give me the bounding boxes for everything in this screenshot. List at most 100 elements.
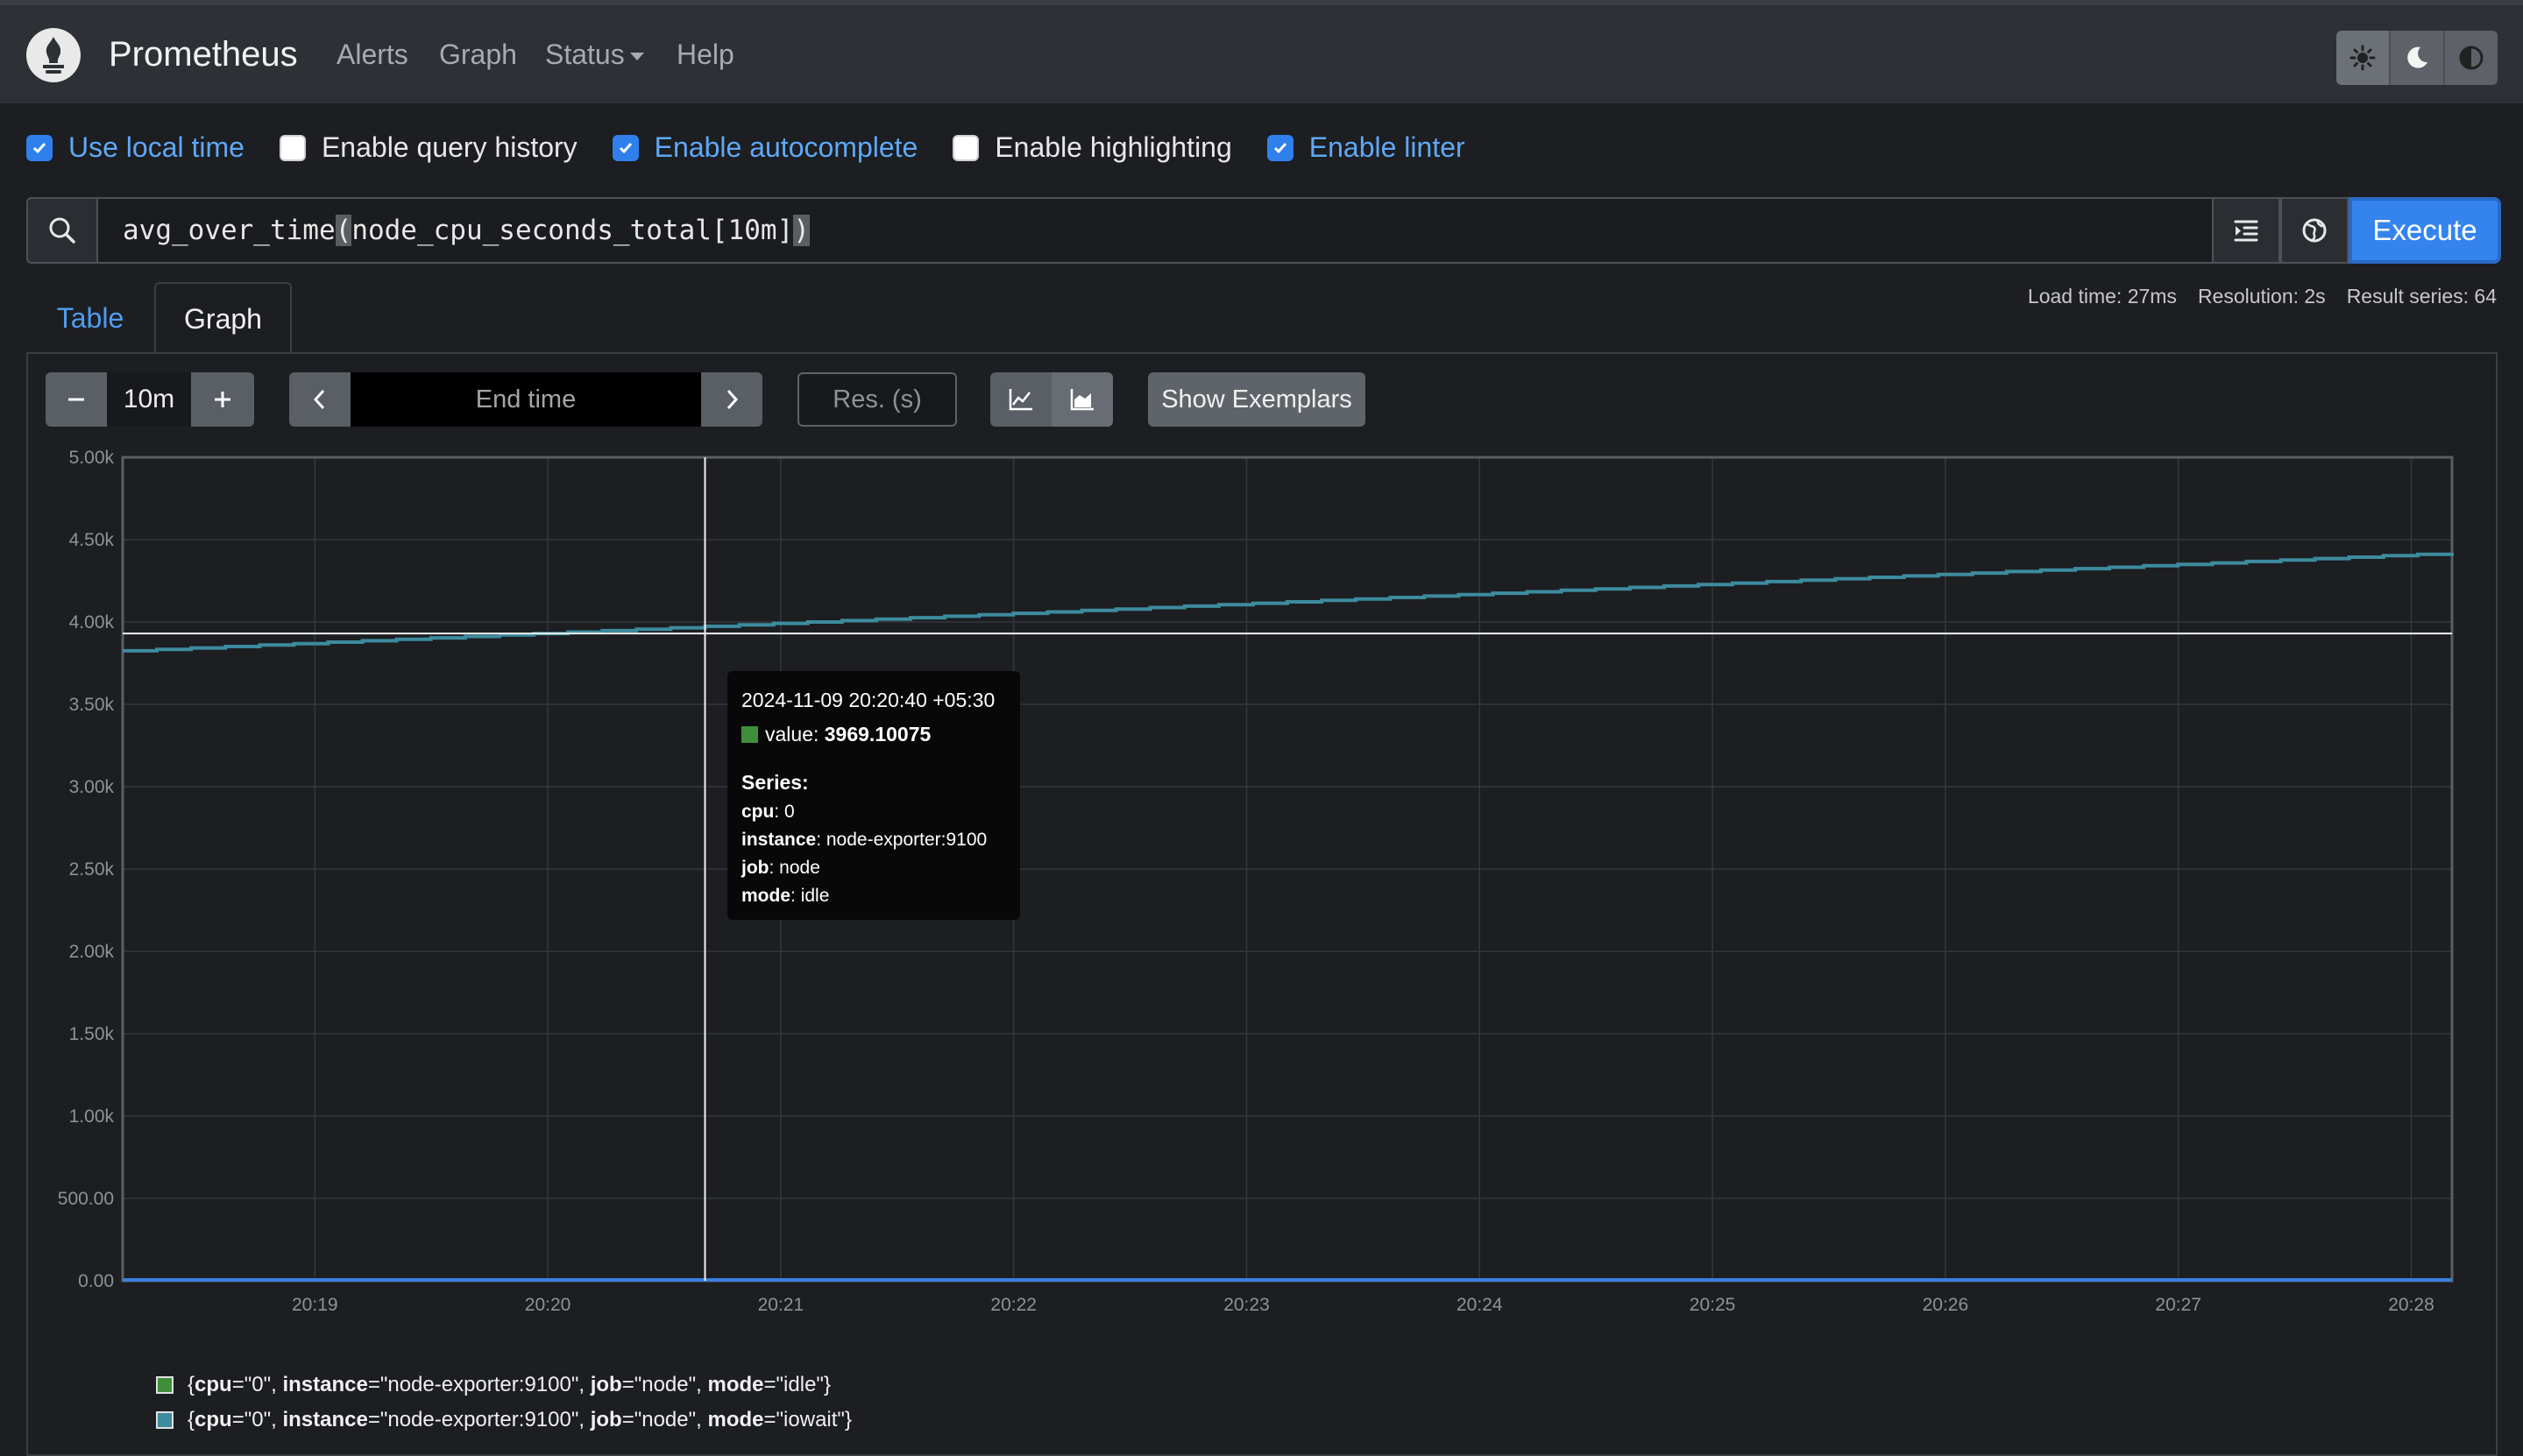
y-tick-label: 1.00k <box>69 1106 115 1127</box>
nav-status[interactable]: Status <box>545 39 644 71</box>
contrast-icon <box>2459 46 2484 70</box>
x-tick-label: 20:20 <box>525 1295 571 1315</box>
decrease-range-button[interactable] <box>46 372 107 427</box>
tab-table[interactable]: Table <box>56 301 124 334</box>
theme-auto-button[interactable] <box>2445 31 2498 85</box>
option-enable-highlighting[interactable]: Enable highlighting <box>953 131 1232 164</box>
y-tick-label: 2.00k <box>69 942 115 962</box>
line-chart-icon <box>1009 389 1032 411</box>
y-tick-label: 0.00 <box>78 1271 114 1291</box>
option-enable-autocomplete[interactable]: Enable autocomplete <box>612 131 918 164</box>
y-tick-label: 1.50k <box>69 1024 115 1044</box>
brand-title[interactable]: Prometheus <box>109 35 298 74</box>
option-label: Enable linter <box>1308 131 1465 163</box>
option-enable-linter[interactable]: Enable linter <box>1266 131 1465 164</box>
tooltip-value-number: 3969.10075 <box>824 723 932 746</box>
result-series: Result series: 64 <box>2346 285 2497 307</box>
next-time-button[interactable] <box>701 372 762 427</box>
option-label: Enable highlighting <box>995 131 1232 163</box>
tooltip-series-heading: Series: <box>741 771 809 794</box>
tab-graph[interactable]: Graph <box>154 282 292 354</box>
moon-icon <box>2407 46 2427 68</box>
chevron-right-icon <box>726 389 739 410</box>
query-function: avg_over_time <box>123 215 336 246</box>
sun-icon <box>2349 45 2376 71</box>
globe-icon <box>2302 218 2327 243</box>
show-exemplars-button[interactable]: Show Exemplars <box>1148 372 1365 427</box>
range-input[interactable]: 10m <box>107 372 191 427</box>
tooltip-label-row: instance: node-exporter:9100 <box>741 830 988 850</box>
legend-item-iowait[interactable]: {cpu="0", instance="node-exporter:9100",… <box>156 1403 852 1438</box>
checkbox-unchecked-icon[interactable] <box>953 134 980 161</box>
checkbox-unchecked-icon[interactable] <box>279 134 306 161</box>
x-tick-label: 20:28 <box>2388 1295 2434 1315</box>
navbar: Prometheus Alerts Graph Status Help <box>0 0 2523 103</box>
x-tick-label: 20:24 <box>1456 1295 1503 1315</box>
option-label: Use local time <box>68 131 245 163</box>
stacked-graph-button[interactable] <box>1052 372 1113 427</box>
resolution: Resolution: 2s <box>2197 285 2326 307</box>
y-tick-label: 4.00k <box>69 612 115 633</box>
theme-dark-button[interactable] <box>2391 31 2445 85</box>
query-options: Use local time Enable query history Enab… <box>26 131 1500 164</box>
legend-swatch <box>156 1411 174 1429</box>
option-label: Enable query history <box>321 131 578 163</box>
checkbox-checked-icon[interactable] <box>612 134 639 161</box>
query-bar: avg_over_time(node_cpu_seconds_total[10m… <box>26 197 2501 264</box>
nav-status-label: Status <box>545 39 625 70</box>
search-icon <box>26 197 98 264</box>
query-stats: Load time: 27ms Resolution: 2s Result seri… <box>2007 285 2497 308</box>
resolution-input[interactable]: Res. (s) <box>797 372 957 427</box>
y-tick-label: 5.00k <box>69 448 115 468</box>
minus-icon <box>68 398 84 401</box>
unstacked-graph-button[interactable] <box>990 372 1052 427</box>
metrics-explorer-button[interactable] <box>2280 197 2349 264</box>
series-color-swatch <box>741 726 758 743</box>
query-argument: node_cpu_seconds_total[10m] <box>351 215 794 246</box>
y-tick-label: 4.50k <box>69 530 115 550</box>
plus-icon <box>215 392 230 407</box>
chevron-left-icon <box>313 389 325 410</box>
x-tick-label: 20:22 <box>990 1295 1037 1315</box>
option-use-local-time[interactable]: Use local time <box>26 131 245 164</box>
expression-input[interactable]: avg_over_time(node_cpu_seconds_total[10m… <box>98 197 2212 264</box>
x-tick-label: 20:21 <box>758 1295 804 1315</box>
nav-help[interactable]: Help <box>677 39 734 70</box>
area-chart-icon <box>1070 389 1094 411</box>
tooltip-value-label: value: <box>765 723 819 746</box>
legend-item-idle[interactable]: {cpu="0", instance="node-exporter:9100",… <box>156 1368 852 1403</box>
tooltip-time: 2024-11-09 20:20:40 +05:30 <box>741 689 996 711</box>
tooltip-label-row: job: node <box>741 858 820 878</box>
y-tick-label: 2.50k <box>69 859 115 880</box>
caret-down-icon <box>629 53 644 61</box>
hover-tooltip: 2024-11-09 20:20:40 +05:30 value: 3969.1… <box>727 671 1020 920</box>
option-enable-query-history[interactable]: Enable query history <box>279 131 578 164</box>
y-tick-label: 3.50k <box>69 695 115 715</box>
series-line-idle <box>123 552 2454 653</box>
x-tick-label: 20:19 <box>292 1295 338 1315</box>
increase-range-button[interactable] <box>191 372 254 427</box>
checkbox-checked-icon[interactable] <box>1266 134 1293 161</box>
theme-light-button[interactable] <box>2336 31 2391 85</box>
prometheus-logo-icon[interactable] <box>26 28 81 82</box>
format-expression-button[interactable] <box>2212 197 2280 264</box>
nav-alerts[interactable]: Alerts <box>337 39 408 70</box>
legend-swatch <box>156 1376 174 1394</box>
query-open-paren: ( <box>335 215 352 246</box>
y-tick-label: 3.00k <box>69 777 115 797</box>
previous-time-button[interactable] <box>289 372 351 427</box>
option-label: Enable autocomplete <box>654 131 918 163</box>
tooltip-value: value: 3969.10075 <box>741 723 1020 746</box>
checkbox-checked-icon[interactable] <box>26 134 53 161</box>
end-time-input[interactable]: End time <box>351 372 701 427</box>
nav-graph[interactable]: Graph <box>439 39 517 70</box>
x-tick-label: 20:23 <box>1223 1295 1270 1315</box>
x-tick-label: 20:26 <box>1923 1295 1969 1315</box>
x-tick-label: 20:27 <box>2155 1295 2201 1315</box>
graph-legend: {cpu="0", instance="node-exporter:9100",… <box>156 1368 852 1438</box>
x-tick-label: 20:25 <box>1690 1295 1736 1315</box>
execute-button[interactable]: Execute <box>2349 197 2501 264</box>
format-indent-icon <box>2234 220 2258 242</box>
y-tick-label: 500.00 <box>58 1189 114 1209</box>
